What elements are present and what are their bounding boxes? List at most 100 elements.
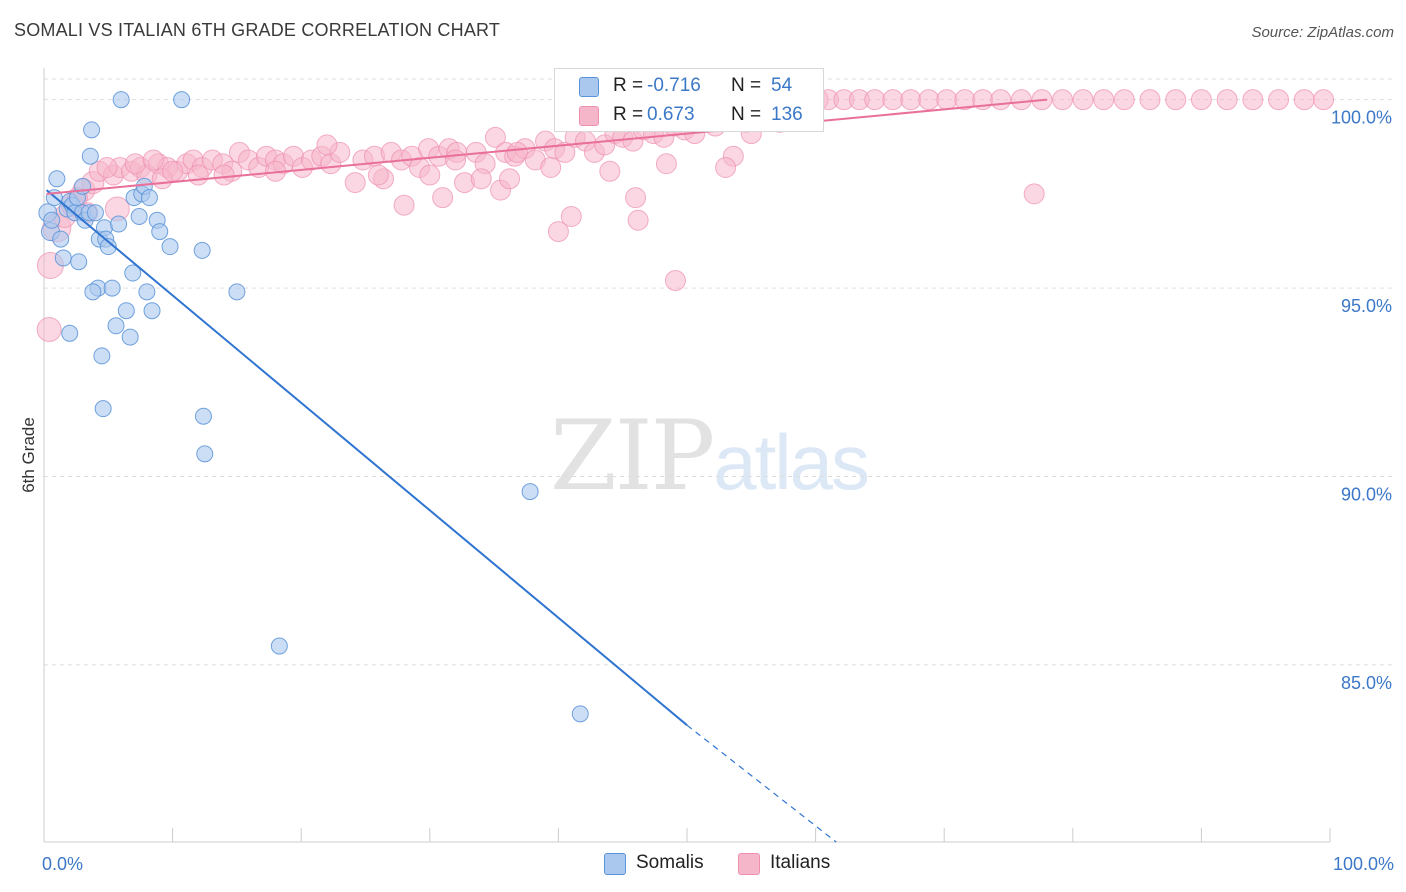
italian-point — [213, 164, 235, 186]
italian-point — [367, 164, 389, 186]
italian-point — [419, 164, 441, 186]
axis-labels: 100.0% 95.0% 90.0% 85.0% 0.0% 100.0% 6th Grade — [19, 108, 1394, 874]
italian-point — [554, 141, 576, 163]
somali-point — [93, 347, 111, 365]
somali-point — [117, 302, 135, 320]
somali-point — [84, 283, 102, 301]
somali-point — [70, 253, 88, 271]
y-axis-title: 6th Grade — [19, 417, 38, 493]
x-tick-label: 100.0% — [1333, 854, 1394, 874]
italian-point — [187, 164, 209, 186]
italian-point — [1293, 89, 1315, 111]
italian-point — [599, 160, 621, 182]
italian-point — [990, 89, 1012, 111]
somali-point — [107, 317, 125, 335]
italian-point — [1023, 183, 1045, 205]
legend-n-label: N = — [731, 104, 762, 125]
y-tick-label: 90.0% — [1341, 484, 1392, 504]
somali-point — [140, 189, 158, 207]
italian-point — [36, 317, 62, 343]
somali-point — [110, 215, 128, 233]
italian-point — [547, 221, 569, 243]
watermark-atlas: atlas — [713, 418, 870, 506]
somali-trend-line — [45, 189, 688, 726]
somali-r-value: -0.716 — [647, 75, 701, 96]
somali-point — [86, 204, 104, 222]
italian-point — [316, 134, 338, 156]
somali-point — [571, 705, 589, 723]
somali-point — [196, 445, 214, 463]
italians-swatch-icon — [738, 853, 760, 875]
somali-point — [112, 91, 130, 109]
italian-point — [1093, 89, 1115, 111]
legend-row-italian: R = 0.673 N = 136 — [555, 100, 823, 130]
italian-point — [625, 187, 647, 209]
italian-point — [1010, 89, 1032, 111]
italian-point — [124, 153, 146, 175]
watermark-zip: ZIP — [550, 400, 715, 512]
italian-point — [344, 172, 366, 194]
italian-point — [142, 149, 164, 171]
legend-row-somali: R = -0.716 N = 54 — [555, 71, 823, 101]
somali-point — [228, 283, 246, 301]
y-tick-label: 95.0% — [1341, 296, 1392, 316]
somalis-label: Somalis — [636, 852, 704, 873]
italian-point — [1313, 89, 1335, 111]
chart-title: SOMALI VS ITALIAN 6TH GRADE CORRELATION … — [14, 20, 501, 40]
somali-point — [521, 483, 539, 501]
italian-point — [445, 149, 467, 171]
italian-point — [1113, 89, 1135, 111]
legend-n-label: N = — [731, 75, 762, 96]
italian-point — [900, 89, 922, 111]
somali-point — [81, 147, 99, 165]
italian-point — [715, 157, 737, 179]
italian-point — [882, 89, 904, 111]
somali-trend-extension — [686, 724, 837, 843]
somali-point — [270, 637, 288, 655]
italian-point — [540, 157, 562, 179]
italian-point — [918, 89, 940, 111]
italian-point — [470, 168, 492, 190]
italian-point — [162, 160, 184, 182]
italian-n-value: 136 — [771, 104, 803, 125]
italian-point — [1052, 89, 1074, 111]
italian-r-value: 0.673 — [647, 104, 695, 125]
somali-point — [194, 407, 212, 425]
italian-swatch-icon — [579, 106, 599, 126]
somali-point — [52, 230, 70, 248]
somali-point — [43, 211, 61, 229]
watermark: ZIPatlas — [550, 400, 870, 512]
trend-lines — [45, 98, 1048, 843]
italian-point — [484, 126, 506, 148]
italian-point — [1165, 89, 1187, 111]
somali-point — [143, 302, 161, 320]
italian-point — [499, 168, 521, 190]
italian-point — [864, 89, 886, 111]
somali-swatch-icon — [579, 77, 599, 97]
source-label: Source: ZipAtlas.com — [1251, 24, 1394, 41]
series-legend: Somalis Italians — [0, 850, 1406, 880]
somali-point — [83, 121, 101, 139]
somali-points — [38, 91, 589, 723]
stats-legend: R = -0.716 N = 54 R = 0.673 N = 136 — [554, 68, 824, 132]
italian-point — [560, 205, 582, 227]
axes — [43, 68, 1331, 843]
italian-point — [1139, 89, 1161, 111]
somali-point — [173, 91, 191, 109]
italian-point — [393, 194, 415, 216]
somali-point — [61, 324, 79, 342]
italian-point — [1072, 89, 1094, 111]
italian-point — [1216, 89, 1238, 111]
italian-point — [1242, 89, 1264, 111]
italian-point — [506, 141, 528, 163]
legend-r-label: R = — [613, 75, 644, 96]
italian-point — [664, 270, 686, 292]
italian-point — [627, 209, 649, 231]
italian-trend-line — [46, 98, 1048, 195]
somali-point — [54, 249, 72, 267]
legend-r-label: R = — [613, 104, 644, 125]
somali-point — [151, 223, 169, 241]
x-tick-label: 0.0% — [42, 854, 83, 874]
somali-point — [94, 400, 112, 418]
